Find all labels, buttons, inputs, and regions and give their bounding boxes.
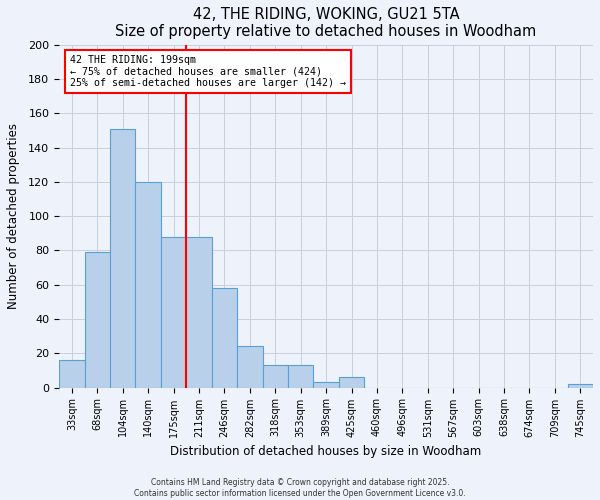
Bar <box>110 128 136 388</box>
Bar <box>59 360 85 388</box>
Bar <box>186 236 212 388</box>
Bar <box>288 366 313 388</box>
Title: 42, THE RIDING, WOKING, GU21 5TA
Size of property relative to detached houses in: 42, THE RIDING, WOKING, GU21 5TA Size of… <box>115 7 537 40</box>
X-axis label: Distribution of detached houses by size in Woodham: Distribution of detached houses by size … <box>170 445 482 458</box>
Bar <box>237 346 263 388</box>
Bar <box>263 366 288 388</box>
Bar <box>136 182 161 388</box>
Y-axis label: Number of detached properties: Number of detached properties <box>7 123 20 309</box>
Bar <box>212 288 237 388</box>
Bar <box>161 236 186 388</box>
Bar <box>339 378 364 388</box>
Bar <box>568 384 593 388</box>
Bar <box>85 252 110 388</box>
Text: Contains HM Land Registry data © Crown copyright and database right 2025.
Contai: Contains HM Land Registry data © Crown c… <box>134 478 466 498</box>
Bar <box>313 382 339 388</box>
Text: 42 THE RIDING: 199sqm
← 75% of detached houses are smaller (424)
25% of semi-det: 42 THE RIDING: 199sqm ← 75% of detached … <box>70 55 346 88</box>
